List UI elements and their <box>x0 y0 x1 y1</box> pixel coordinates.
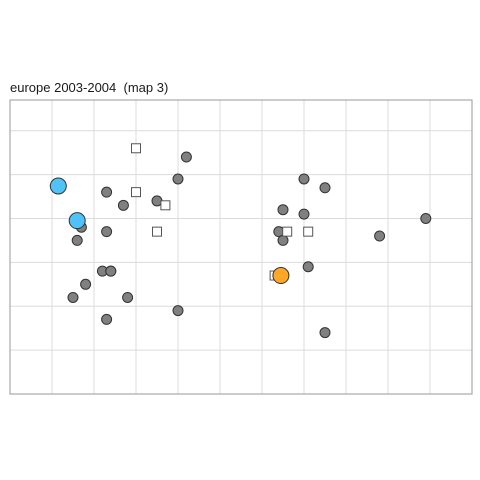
data-point-circle <box>277 234 289 246</box>
data-point-circle <box>298 173 310 185</box>
data-point-circle <box>71 234 83 246</box>
data-point-circle <box>420 212 432 224</box>
data-point-circle <box>80 278 92 290</box>
data-point-circle <box>101 186 113 198</box>
data-point-square <box>160 200 171 211</box>
data-point-circle <box>101 313 113 325</box>
data-point-square <box>131 187 141 198</box>
data-point-circle <box>117 199 129 211</box>
data-point-circle <box>319 182 331 194</box>
data-point-circle <box>298 208 310 220</box>
grid-lines <box>10 100 472 394</box>
data-point-highlight <box>68 212 86 230</box>
data-point-circle <box>105 265 117 277</box>
data-point-square <box>131 143 141 154</box>
data-point-square <box>282 226 293 237</box>
data-point-circle <box>374 230 386 242</box>
data-point-circle <box>67 291 79 303</box>
data-point-circle <box>101 226 113 238</box>
data-point-square <box>152 226 162 237</box>
data-points <box>49 143 432 339</box>
data-point-square <box>303 226 314 237</box>
data-point-circle <box>180 151 192 163</box>
data-point-circle <box>302 261 314 273</box>
data-point-circle <box>122 291 134 303</box>
data-point-highlight <box>272 267 290 285</box>
data-point-circle <box>172 305 184 317</box>
data-point-circle <box>277 204 289 216</box>
data-point-highlight <box>49 177 67 195</box>
data-point-circle <box>319 327 331 339</box>
chart-title: europe 2003-2004 (map 3) <box>10 80 169 95</box>
data-point-circle <box>172 173 184 185</box>
plot-frame <box>9 99 473 395</box>
